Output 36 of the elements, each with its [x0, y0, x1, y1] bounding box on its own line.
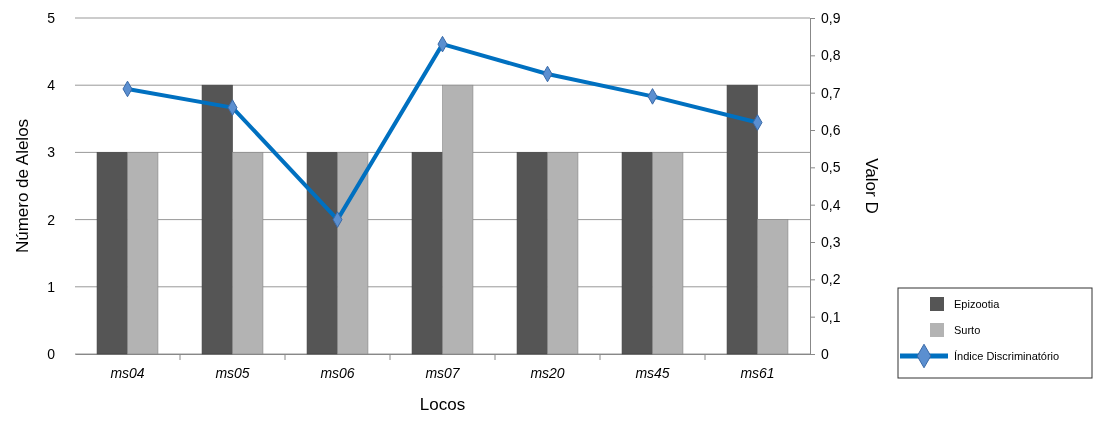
x-tick-label: ms07 [425, 364, 461, 381]
y2-tick-label: 0,5 [821, 159, 841, 176]
x-tick-label: ms04 [110, 364, 145, 381]
x-axis-title: Locos [419, 395, 466, 414]
x-tick-label: ms20 [530, 364, 565, 381]
y-tick-label: 5 [47, 9, 56, 26]
y2-tick-label: 0,3 [821, 233, 841, 250]
x-tick-label: ms45 [635, 364, 670, 381]
y-tick-label: 3 [47, 144, 56, 161]
y-tick-label: 1 [47, 278, 56, 295]
y-tick-label: 4 [47, 77, 56, 94]
y2-tick-label: 0,6 [821, 121, 841, 138]
y2-tick-label: 0,1 [821, 308, 841, 325]
x-tick-label: ms61 [740, 364, 775, 381]
x-tick-label: ms05 [215, 364, 250, 381]
y2-axis-title: Valor D [862, 158, 881, 214]
y2-tick-label: 0,8 [821, 47, 841, 64]
bar [201, 84, 233, 355]
y2-tick-label: 0,7 [821, 84, 841, 101]
y-tick-label: 2 [47, 211, 56, 228]
bar [411, 152, 443, 355]
y-tick-label: 0 [47, 345, 56, 362]
bar [306, 152, 338, 355]
y2-tick-label: 0,9 [821, 9, 841, 26]
bar [516, 152, 548, 355]
legend-label: Epizootia [954, 298, 1001, 310]
bar [621, 152, 653, 355]
y-axis-title: Número de Alelos [13, 118, 32, 254]
legend-label: Surto [954, 324, 981, 336]
y2-tick-label: 0 [821, 345, 829, 362]
bar [96, 152, 128, 355]
legend-label: Índice Discriminatório [954, 350, 1060, 362]
y2-tick-label: 0,4 [821, 196, 841, 213]
x-tick-label: ms06 [320, 364, 355, 381]
bar [726, 84, 758, 355]
y2-tick-label: 0,2 [821, 271, 841, 288]
